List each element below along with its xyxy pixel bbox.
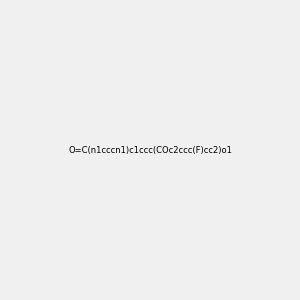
Text: O=C(n1cccn1)c1ccc(COc2ccc(F)cc2)o1: O=C(n1cccn1)c1ccc(COc2ccc(F)cc2)o1 xyxy=(68,146,232,154)
